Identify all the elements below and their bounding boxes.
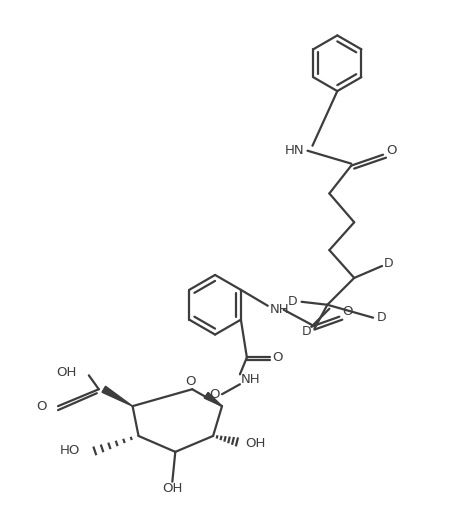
Text: O: O: [37, 400, 47, 413]
Text: O: O: [272, 351, 283, 364]
Text: O: O: [342, 305, 352, 318]
Text: OH: OH: [245, 437, 265, 451]
Text: O: O: [387, 144, 397, 157]
Text: D: D: [377, 311, 387, 324]
Text: D: D: [384, 256, 394, 270]
Text: HO: HO: [59, 444, 80, 458]
Text: D: D: [288, 295, 298, 308]
Text: OH: OH: [162, 482, 183, 495]
Text: NH: NH: [241, 373, 260, 386]
Text: NH: NH: [270, 303, 289, 316]
Text: O: O: [185, 375, 196, 388]
Text: HN: HN: [285, 144, 304, 157]
Text: O: O: [209, 388, 219, 401]
Polygon shape: [204, 392, 222, 406]
Text: OH: OH: [57, 366, 77, 379]
Polygon shape: [102, 386, 133, 406]
Text: D: D: [302, 325, 311, 338]
